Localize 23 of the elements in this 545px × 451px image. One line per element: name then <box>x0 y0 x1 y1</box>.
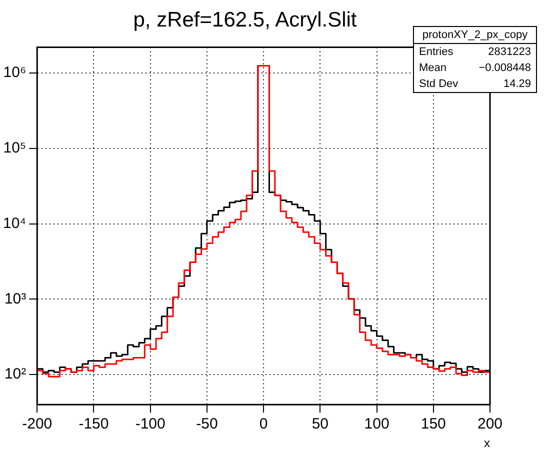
x-tick-label: 0 <box>259 416 268 433</box>
y-tick-label: 10² <box>4 366 26 383</box>
x-tick-label: -150 <box>78 416 109 433</box>
x-tick-label: 200 <box>477 416 503 433</box>
y-tick-label: 10⁵ <box>3 140 26 157</box>
annotation: −0.008448 <box>478 62 531 74</box>
x-tick-label: 100 <box>364 416 390 433</box>
x-tick-label: -50 <box>196 416 218 433</box>
annotation: Entries <box>419 46 454 58</box>
x-tick-label: -200 <box>22 416 52 433</box>
text: 14.29 <box>503 78 531 90</box>
y-tick-label: 10⁴ <box>2 214 26 232</box>
annotation: 2831223 <box>488 46 531 58</box>
y-tick-label: 10⁶ <box>3 64 26 82</box>
x-tick-label: -100 <box>135 416 166 433</box>
x-tick-label: 50 <box>312 416 329 433</box>
x-axis-title: x <box>484 436 490 450</box>
y-tick-label: 10³ <box>4 290 26 308</box>
annotation: Mean <box>419 62 447 74</box>
annotation: Std Dev <box>419 78 458 90</box>
text: protonXY_2_px_copy <box>414 27 536 44</box>
x-tick-label: 150 <box>420 416 446 433</box>
chart-title: p, zRef=162.5, Acryl.Slit <box>133 8 357 32</box>
